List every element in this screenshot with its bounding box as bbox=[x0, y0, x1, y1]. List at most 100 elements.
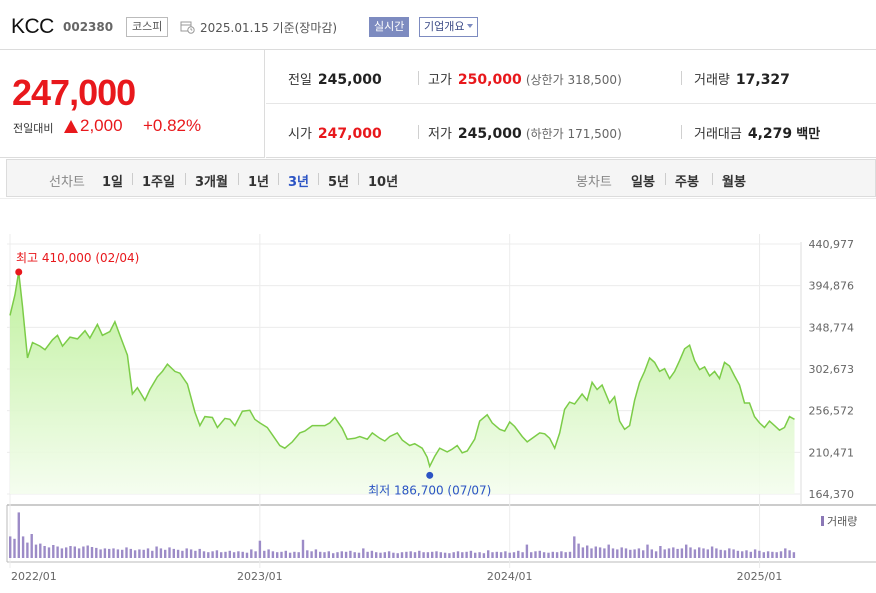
volume-bar bbox=[13, 538, 16, 558]
stat-value: 4,279 bbox=[747, 126, 793, 142]
volume-bar bbox=[478, 552, 481, 558]
volume-legend-swatch bbox=[821, 516, 824, 526]
stat-label: 저가 bbox=[428, 127, 452, 142]
volume-bar bbox=[762, 552, 765, 558]
volume-bar bbox=[616, 549, 619, 558]
volume-bar bbox=[340, 551, 343, 558]
volume-bar bbox=[146, 548, 150, 558]
volume-bar bbox=[26, 542, 29, 558]
stat-value: 247,000 bbox=[317, 126, 382, 142]
toolbar-separator bbox=[132, 173, 133, 185]
volume-bar bbox=[21, 536, 25, 558]
volume-bar bbox=[189, 549, 193, 558]
period-1y[interactable]: 1년 bbox=[248, 175, 270, 190]
stat-label: 전일 bbox=[288, 73, 312, 88]
min-label: 최저 186,700 (07/07) bbox=[368, 483, 491, 497]
x-tick-label: 2022/01 bbox=[11, 570, 57, 583]
y-tick-label: 440,977 bbox=[809, 238, 855, 251]
period-1w[interactable]: 1주일 bbox=[142, 175, 175, 190]
volume-bar bbox=[409, 551, 412, 558]
volume-bar bbox=[710, 546, 714, 558]
volume-bar bbox=[741, 551, 744, 558]
volume-bar bbox=[784, 548, 787, 558]
volume-bar bbox=[181, 550, 184, 558]
volume-bar bbox=[39, 543, 42, 558]
volume-bar bbox=[560, 551, 563, 558]
volume-bar bbox=[530, 552, 533, 558]
volume-bar bbox=[564, 552, 567, 558]
volume-bar bbox=[654, 551, 658, 558]
volume-bar bbox=[723, 550, 727, 558]
volume-bar bbox=[663, 549, 666, 558]
volume-bar bbox=[116, 549, 120, 558]
volume-bar bbox=[650, 549, 653, 558]
volume-bar bbox=[594, 546, 597, 558]
volume-bar bbox=[461, 552, 464, 558]
volume-bar bbox=[387, 551, 391, 558]
volume-bar bbox=[607, 544, 610, 558]
upper-limit: (상한가 318,500) bbox=[525, 73, 622, 87]
volume-bar bbox=[521, 552, 524, 558]
candle-monthly[interactable]: 월봉 bbox=[722, 175, 746, 190]
period-5y[interactable]: 5년 bbox=[328, 175, 350, 190]
volume-bar bbox=[280, 551, 283, 558]
market-badge: 코스피 bbox=[126, 17, 169, 37]
volume-bar bbox=[598, 547, 602, 558]
volume-bar bbox=[323, 552, 326, 558]
volume-bar bbox=[362, 548, 365, 558]
period-3y[interactable]: 3년 bbox=[288, 175, 310, 190]
corp-info-dropdown[interactable]: 기업개요 bbox=[419, 17, 479, 37]
volume-bar bbox=[482, 553, 486, 558]
volume-bar bbox=[164, 549, 167, 558]
volume-bar bbox=[693, 549, 697, 558]
volume-bar bbox=[448, 553, 451, 558]
stats-separator bbox=[681, 125, 682, 139]
volume-bar bbox=[142, 549, 145, 558]
volume-bars bbox=[9, 512, 796, 558]
max-point-marker bbox=[15, 268, 23, 276]
volume-bar bbox=[629, 549, 632, 558]
toolbar-separator bbox=[238, 173, 239, 185]
stats-separator bbox=[418, 125, 419, 139]
date-info: 2025.01.15 기준(장마감) bbox=[200, 19, 337, 36]
volume-bar bbox=[258, 540, 262, 558]
volume-bar bbox=[77, 548, 81, 558]
current-price: 247,000 bbox=[12, 72, 136, 113]
candle-weekly[interactable]: 주봉 bbox=[675, 175, 699, 190]
volume-legend-label: 거래량 bbox=[827, 515, 857, 528]
volume-bar bbox=[176, 549, 180, 558]
stats-divider bbox=[266, 103, 876, 104]
volume-bar bbox=[69, 546, 72, 558]
period-3m[interactable]: 3개월 bbox=[195, 175, 228, 190]
stat-label: 거래대금 bbox=[694, 127, 742, 142]
stats-separator bbox=[681, 71, 682, 85]
volume-bar bbox=[220, 552, 223, 558]
price-chart[interactable]: 440,977 394,876 348,774 302,673 256,572 210,4… bbox=[0, 198, 876, 593]
volume-bar bbox=[138, 549, 141, 558]
stat-value: 17,327 bbox=[735, 72, 790, 88]
volume-bar bbox=[586, 545, 589, 558]
volume-bar bbox=[637, 548, 641, 558]
period-10y[interactable]: 10년 bbox=[368, 175, 399, 190]
volume-bar bbox=[17, 512, 20, 558]
volume-bar bbox=[353, 552, 356, 558]
volume-bar bbox=[400, 552, 404, 558]
volume-bar bbox=[698, 547, 701, 558]
volume-bar bbox=[224, 551, 227, 558]
volume-bar bbox=[215, 550, 219, 558]
candle-daily[interactable]: 일봉 bbox=[631, 175, 655, 190]
volume-bar bbox=[65, 547, 68, 558]
realtime-button[interactable]: 실시간 bbox=[369, 17, 410, 37]
period-1d[interactable]: 1일 bbox=[102, 175, 124, 190]
volume-bar bbox=[491, 552, 494, 558]
volume-bar bbox=[603, 548, 606, 558]
toolbar-separator bbox=[358, 173, 359, 185]
volume-bar bbox=[254, 551, 257, 558]
volume-bar bbox=[646, 544, 649, 558]
volume-bar bbox=[551, 551, 554, 558]
volume-bar bbox=[250, 549, 253, 558]
volume-bar bbox=[469, 550, 473, 558]
price-area bbox=[10, 272, 795, 494]
price-line bbox=[9, 271, 795, 469]
stat-high: 고가 250,000 (상한가 318,500) bbox=[428, 69, 622, 88]
